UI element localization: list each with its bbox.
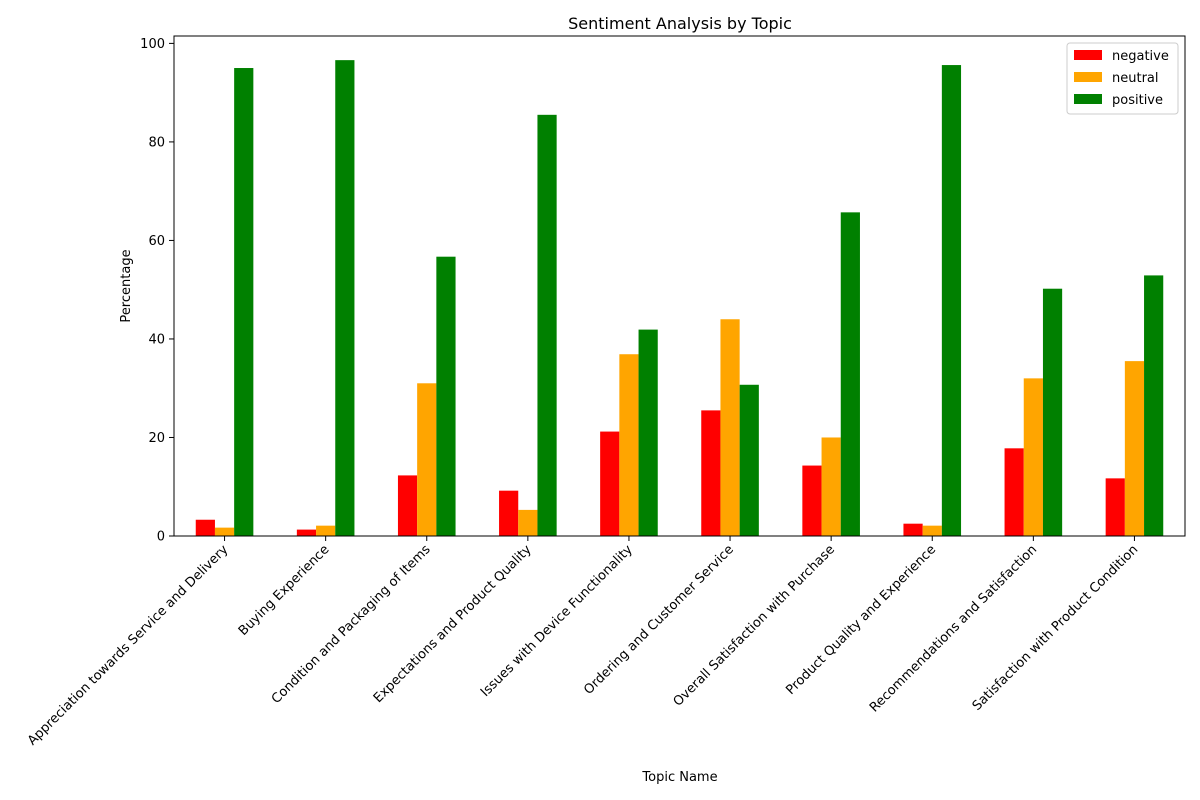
bars-layer — [195, 60, 1164, 537]
x-tick-label-8: Recommendations and Satisfaction — [867, 542, 1040, 715]
legend: negative neutral positive — [1066, 42, 1179, 115]
y-tick-label-3: 60 — [148, 234, 165, 249]
bar-positive-3 — [537, 114, 557, 536]
chart-title: Sentiment Analysis by Topic — [568, 14, 792, 33]
bar-positive-1 — [335, 60, 355, 536]
legend-label-neutral: neutral — [1112, 71, 1159, 86]
plot-frame — [173, 35, 1186, 537]
bar-positive-5 — [739, 384, 759, 536]
axes-layer: 0 20 40 60 80 100 Appreciation towards Service… — [25, 35, 1186, 749]
bar-neutral-2 — [417, 383, 437, 536]
bar-neutral-9 — [1124, 361, 1145, 536]
bar-neutral-4 — [619, 354, 639, 536]
bar-negative-8 — [1004, 448, 1024, 536]
bar-positive-7 — [941, 65, 962, 536]
bar-positive-2 — [436, 256, 456, 536]
bar-negative-9 — [1105, 478, 1125, 536]
bar-neutral-7 — [922, 525, 942, 536]
legend-label-positive: positive — [1112, 93, 1163, 108]
legend-swatch-positive — [1074, 94, 1102, 104]
bar-positive-6 — [840, 212, 860, 536]
bar-negative-6 — [802, 465, 822, 536]
bar-positive-8 — [1042, 288, 1063, 536]
bar-negative-5 — [701, 410, 721, 536]
y-axis-label: Percentage — [119, 249, 134, 322]
bar-neutral-8 — [1023, 378, 1043, 536]
y-tick-label-1: 20 — [148, 431, 165, 446]
bar-negative-4 — [600, 431, 620, 536]
bar-neutral-6 — [821, 437, 841, 536]
bar-negative-1 — [296, 529, 317, 536]
legend-swatch-negative — [1074, 50, 1102, 60]
bar-negative-7 — [903, 523, 923, 536]
y-tick-label-2: 40 — [148, 332, 165, 347]
y-tick-label-0: 0 — [157, 530, 165, 545]
x-tick-label-3: Expectations and Product Quality — [371, 542, 535, 706]
y-tick-label-4: 80 — [148, 135, 165, 150]
bar-positive-9 — [1144, 275, 1164, 536]
bar-negative-0 — [195, 519, 215, 536]
bar-neutral-5 — [720, 319, 740, 536]
bar-positive-4 — [638, 329, 658, 536]
x-tick-label-1: Buying Experience — [236, 542, 333, 639]
bar-positive-0 — [234, 68, 254, 537]
x-tick-label-9: Satisfaction with Product Condition — [970, 542, 1142, 714]
bar-neutral-3 — [518, 509, 538, 536]
bar-neutral-1 — [316, 525, 336, 536]
legend-label-negative: negative — [1112, 49, 1169, 64]
legend-swatch-neutral — [1074, 72, 1102, 82]
x-tick-label-2: Condition and Packaging of Items — [269, 542, 434, 707]
bar-negative-2 — [397, 475, 418, 536]
bar-neutral-0 — [214, 527, 235, 536]
bar-negative-3 — [499, 490, 519, 536]
x-tick-label-0: Appreciation towards Service and Deliver… — [25, 542, 232, 749]
x-tick-label-6: Overall Satisfaction with Purchase — [671, 542, 838, 709]
x-axis-label: Topic Name — [641, 770, 717, 785]
y-tick-label-5: 100 — [140, 37, 165, 52]
